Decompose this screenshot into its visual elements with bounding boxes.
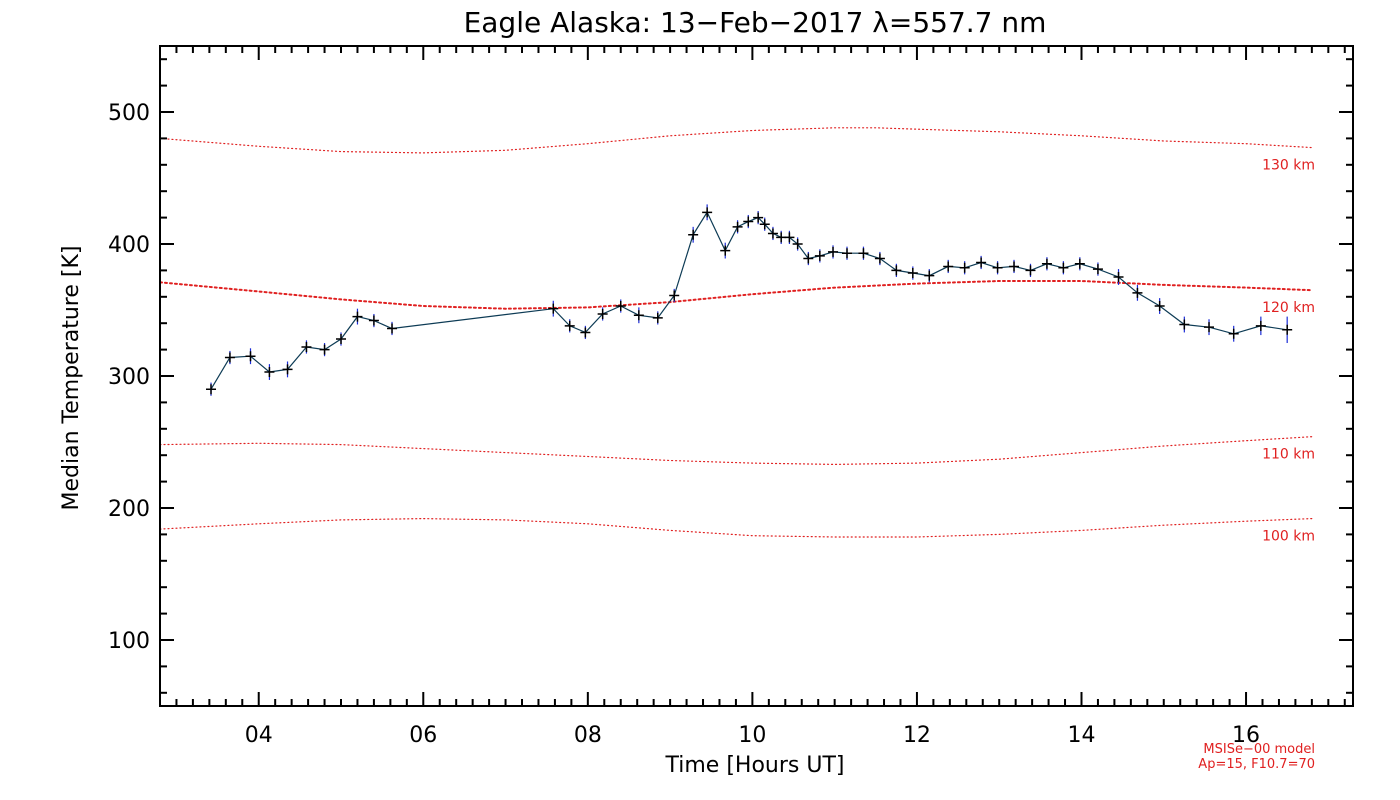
data-series [206,204,1293,396]
data-point [784,232,795,243]
data-point [548,303,559,314]
data-point [759,219,770,230]
data-point [1074,258,1085,269]
model-params-note: Ap=15, F10.7=70 [1198,757,1315,772]
chart-title: Eagle Alaska: 13−Feb−2017 λ=557.7 nm [464,6,1047,39]
data-point [368,315,379,326]
model-curve [159,436,1313,466]
data-point [891,265,902,276]
data-point [615,301,626,312]
data-point [597,308,608,319]
plot-frame [159,45,1354,707]
x-tick-label: 08 [574,723,602,748]
data-point [224,352,235,363]
data-point [732,221,743,232]
model-curve [159,517,1313,538]
data-point [943,261,954,272]
data-point [1204,322,1215,333]
data-point [1058,262,1069,273]
data-point [828,246,839,257]
model-curve-label: 100 km [1262,529,1315,545]
data-point [858,248,869,259]
data-point [206,384,217,395]
data-point [564,320,575,331]
data-point [580,327,591,338]
data-point [767,228,778,239]
data-point [874,253,885,264]
data-point [264,367,275,378]
data-point [992,262,1003,273]
data-point [319,344,330,355]
data-point [814,250,825,261]
model-curve-label: 110 km [1262,447,1315,463]
y-tick-label: 300 [108,365,150,390]
data-point [753,212,764,223]
data-point [1041,258,1052,269]
data-point [1179,319,1190,330]
model-curve [159,280,1313,310]
data-point [1132,287,1143,298]
data-point [688,229,699,240]
data-point [336,334,347,345]
data-point [1255,320,1266,331]
series-line [210,211,1288,390]
x-tick-label: 04 [245,723,273,748]
data-point [720,245,731,256]
x-tick-label: 16 [1232,723,1260,748]
data-point [1025,265,1036,276]
data-point [743,216,754,227]
y-tick-label: 500 [108,101,150,126]
model-curve-label: 130 km [1262,158,1315,174]
data-point [633,310,644,321]
x-axis-label: Time [Hours UT] [665,753,845,778]
x-tick-label: 06 [409,723,437,748]
y-tick-label: 400 [108,233,150,258]
data-point [352,311,363,322]
data-point [1154,301,1165,312]
data-point [842,248,853,259]
x-tick-label: 12 [903,723,931,748]
data-point [1009,261,1020,272]
y-tick-label: 200 [108,497,150,522]
data-point [652,312,663,323]
data-point [907,268,918,279]
x-tick-label: 10 [738,723,766,748]
data-point [959,262,970,273]
data-point [792,239,803,249]
data-point [1282,324,1293,335]
data-point [245,351,256,362]
y-axis-label: Median Temperature [K] [59,246,84,511]
data-point [1228,328,1239,339]
data-point [976,257,987,268]
x-tick-label: 14 [1067,723,1095,748]
y-tick-label: 100 [108,629,150,654]
model-curves: 130 km 120 km 110 km 100 km [159,127,1315,545]
data-point [282,364,293,375]
data-point [1113,272,1124,282]
model-curve-label: 120 km [1262,300,1315,316]
data-point [669,290,680,301]
model-note: MSISe−00 model [1203,742,1315,757]
data-point [803,253,814,264]
data-point [387,323,398,334]
axes: 04 06 08 10 12 14 16 100 200 300 400 500 [108,46,1353,748]
data-point [702,207,713,218]
data-point [924,270,935,281]
data-point [1092,264,1103,275]
data-point [301,341,312,352]
model-curve [159,127,1313,154]
